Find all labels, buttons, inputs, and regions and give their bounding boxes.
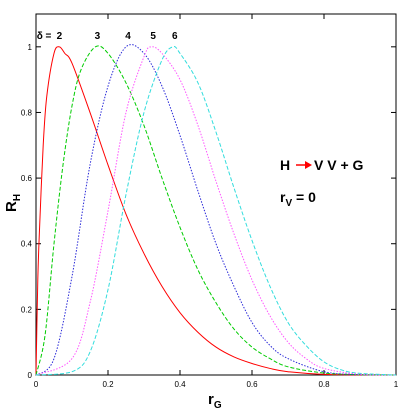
parameter-sub: V xyxy=(285,198,292,209)
y-axis-label: RH xyxy=(3,194,23,212)
process-annotation: H V V + G xyxy=(280,157,364,173)
series-label-3: 3 xyxy=(95,31,101,42)
series-line-delta-6 xyxy=(35,46,397,376)
series-line-delta-2 xyxy=(35,46,397,376)
series-line-delta-4 xyxy=(35,44,397,376)
y-axis-label-main: R xyxy=(3,201,20,212)
series-label-4: 4 xyxy=(125,31,131,42)
x-tick-label: 0.2 xyxy=(102,380,114,389)
y-axis-label-sub: H xyxy=(12,194,23,201)
series-labels: δ = 2 3 4 5 6 xyxy=(37,31,178,42)
y-tick-label: 1 xyxy=(28,43,33,52)
x-axis-label-sub: G xyxy=(214,400,222,409)
x-axis-label-main: r xyxy=(208,391,214,408)
series-line-delta-3 xyxy=(35,45,397,376)
y-tick-label: 0.2 xyxy=(21,305,33,314)
y-tick-label: 0.8 xyxy=(21,108,33,117)
parameter-rest: = 0 xyxy=(292,189,316,205)
x-tick-label: 1 xyxy=(394,380,399,389)
series-label-5: 5 xyxy=(150,31,156,42)
plot-frame-group xyxy=(35,13,397,376)
x-tick-label: 0.4 xyxy=(174,380,186,389)
series-line-delta-5 xyxy=(35,46,397,376)
arrow-icon xyxy=(305,161,312,169)
legend-prefix: δ = xyxy=(37,31,52,42)
series-label-2: 2 xyxy=(57,31,63,42)
plot-frame xyxy=(35,13,397,376)
x-tick-label: 0.6 xyxy=(246,380,258,389)
process-left: H xyxy=(280,157,290,173)
parameter-main: r xyxy=(280,189,286,205)
x-tick-label: 0.8 xyxy=(318,380,330,389)
x-axis-label: rG xyxy=(208,391,222,409)
series-label-6: 6 xyxy=(172,31,178,42)
y-tick-label: 0 xyxy=(28,371,33,380)
ticks: 0 0.2 0.4 0.6 0.8 1 0 0.2 0.4 0.6 0.8 1 xyxy=(21,14,399,389)
y-tick-label: 0.4 xyxy=(21,240,33,249)
y-tick-label: 0.6 xyxy=(21,174,33,183)
parameter-annotation: rV = 0 xyxy=(280,189,316,209)
process-right: V V + G xyxy=(314,157,364,173)
x-tick-label: 0 xyxy=(34,380,39,389)
series-group xyxy=(35,44,397,376)
